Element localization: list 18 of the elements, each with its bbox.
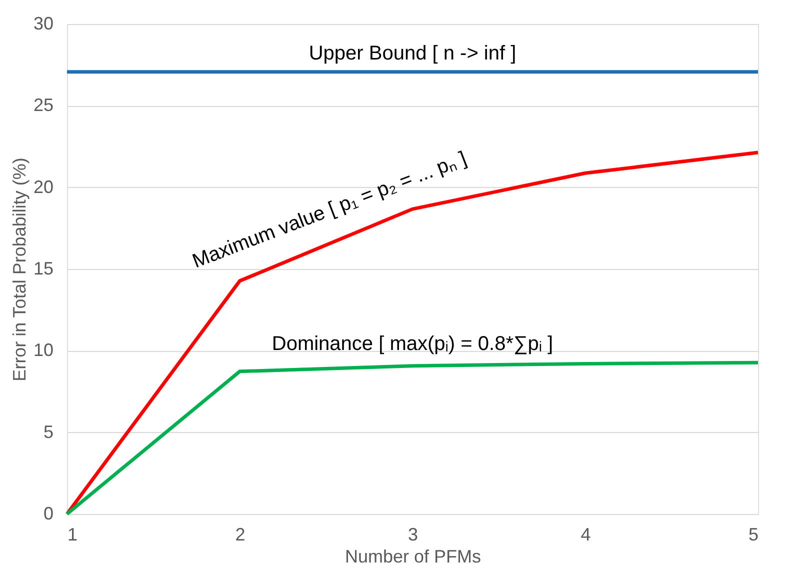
annotation: Upper Bound [ n -> inf ] xyxy=(308,42,516,64)
line-series xyxy=(65,150,760,516)
x-tick-label: 2 xyxy=(235,524,246,544)
y-tick-label: 20 xyxy=(33,176,54,197)
y-tick-label: 0 xyxy=(43,504,54,524)
y-tick-label: 5 xyxy=(43,422,54,442)
x-tick-label: 4 xyxy=(580,524,591,544)
annotation: Dominance [ max(pᵢ) = 0.8*∑pᵢ ] xyxy=(272,332,554,355)
line-series xyxy=(65,360,760,516)
x-tick-label: 5 xyxy=(748,524,758,544)
y-tick-label: 10 xyxy=(33,340,54,360)
x-tick-label: 1 xyxy=(68,524,78,544)
x-axis-title: Number of PFMs xyxy=(344,546,482,566)
y-axis-title: Error in Total Probability (%) xyxy=(9,158,30,382)
y-tick-label: 30 xyxy=(33,14,54,34)
y-tick-label: 25 xyxy=(33,95,54,116)
x-tick-label: 3 xyxy=(408,524,418,544)
y-tick-label: 15 xyxy=(33,258,54,278)
